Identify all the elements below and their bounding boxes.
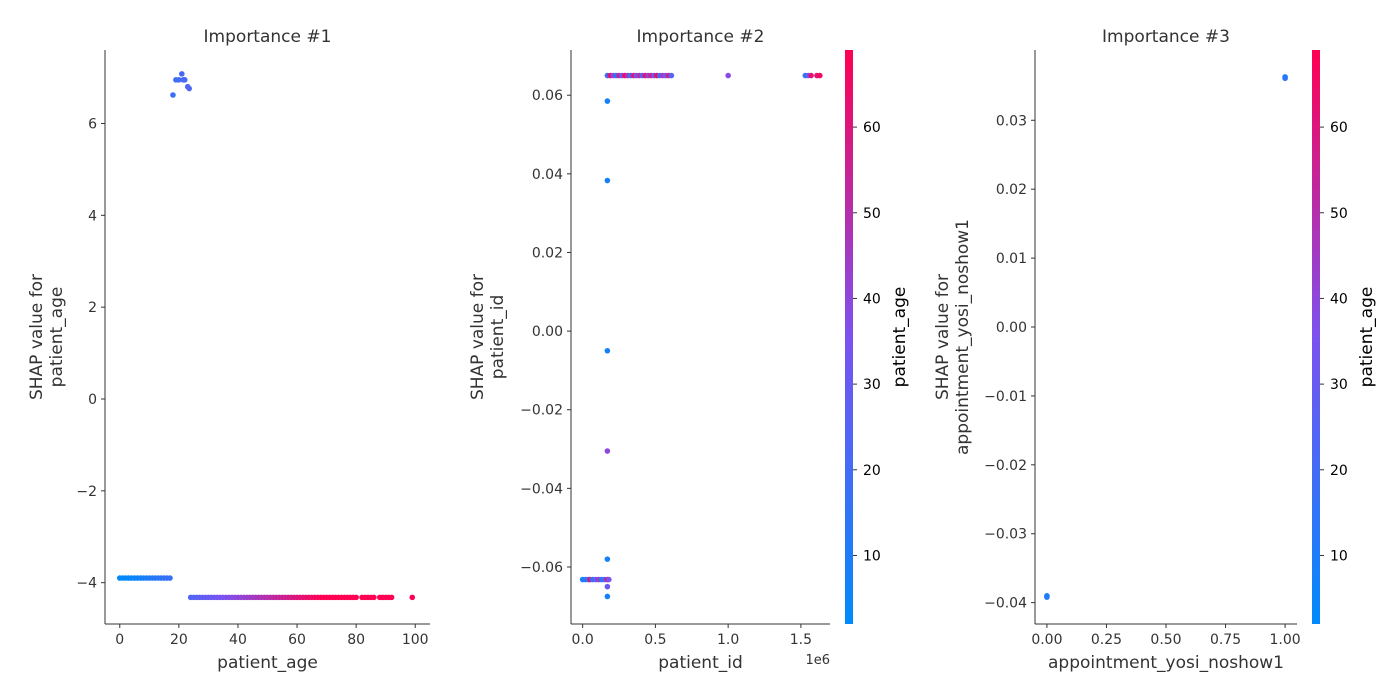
x-tick-label: 1.00 — [1270, 632, 1301, 648]
scatter-point — [604, 583, 611, 590]
x-axis-label: patient_id — [658, 653, 743, 673]
scatter-point — [604, 98, 611, 104]
scatter-point — [604, 556, 611, 562]
colorbar-label: patient_age — [890, 287, 910, 388]
x-tick-label: 0.0 — [572, 632, 594, 648]
chart-title: Importance #3 — [1102, 27, 1230, 47]
scatter-point — [606, 576, 612, 583]
y-tick-label: 0.04 — [532, 167, 563, 183]
y-tick-label: 0.02 — [532, 245, 563, 261]
x-tick-label: 100 — [402, 632, 429, 648]
scatter-point — [668, 72, 675, 79]
y-tick-label: 2 — [88, 300, 97, 316]
x-tick-label: 0.00 — [1031, 632, 1062, 648]
scatter-point — [409, 594, 416, 601]
x-tick-label: 20 — [170, 632, 188, 648]
scatter-point — [388, 594, 395, 601]
y-tick-label: 0.03 — [996, 113, 1027, 129]
colorbar — [1312, 50, 1320, 624]
x-tick-label: 1.5 — [790, 632, 812, 648]
y-tick-label: 4 — [88, 208, 97, 224]
x-tick-label: 0.50 — [1150, 632, 1181, 648]
x-tick-label: 40 — [229, 632, 247, 648]
y-tick-label: −2 — [76, 484, 97, 500]
y-tick-label: 0.06 — [532, 88, 563, 104]
y-tick-label: 0.00 — [996, 320, 1027, 336]
colorbar-tick-label: 30 — [863, 377, 881, 393]
scatter-point — [353, 594, 359, 601]
x-axis-label: appointment_yosi_noshow1 — [1048, 653, 1284, 673]
x-tick-label: 60 — [288, 632, 306, 648]
scatter-point — [176, 77, 182, 83]
scatter-point — [604, 177, 611, 184]
y-tick-label: −0.04 — [520, 481, 563, 497]
scatter-point — [167, 575, 173, 581]
colorbar-tick-label: 10 — [863, 548, 881, 564]
y-tick-label: 6 — [88, 116, 97, 132]
x-tick-label: 0 — [115, 632, 124, 648]
y-tick-label: −4 — [76, 576, 97, 592]
scatter-point — [1282, 75, 1288, 82]
colorbar-tick-label: 40 — [1330, 291, 1348, 307]
y-tick-label: −0.06 — [520, 560, 563, 576]
chart-title: Importance #1 — [204, 27, 332, 47]
colorbar-tick-label: 30 — [1330, 377, 1348, 393]
scatter-point — [1044, 594, 1050, 600]
y-tick-label: 0.02 — [996, 182, 1027, 198]
y-tick-label: −0.02 — [984, 458, 1027, 474]
y-axis-label: SHAP value forpatient_age — [27, 274, 67, 400]
colorbar-tick-label: 10 — [1330, 548, 1348, 564]
colorbar-tick-label: 20 — [863, 463, 881, 479]
y-axis-label: SHAP value forappointment_yosi_noshow1 — [933, 219, 973, 455]
y-tick-label: −0.02 — [520, 403, 563, 419]
x-tick-label: 80 — [347, 632, 365, 648]
y-tick-label: −0.03 — [984, 527, 1027, 543]
x-tick-label: 1.0 — [717, 632, 739, 648]
x-axis-label: patient_age — [217, 653, 318, 673]
colorbar-label: patient_age — [1357, 287, 1377, 388]
scatter-point — [725, 72, 731, 79]
colorbar-tick-label: 20 — [1330, 463, 1348, 479]
colorbar-tick-label: 40 — [863, 291, 881, 307]
scatter-point — [604, 593, 611, 600]
colorbar — [845, 50, 853, 624]
colorbar-tick-label: 60 — [1330, 120, 1348, 136]
scatter-point — [604, 347, 611, 354]
x-tick-label: 0.25 — [1091, 632, 1122, 648]
scatter-point — [604, 448, 611, 454]
x-offset-label: 1e6 — [805, 653, 830, 668]
colorbar-tick-label: 50 — [1330, 206, 1348, 222]
chart-panel-2: Importance #2 0.0 0.5 1.0 1.5 1e6 −0.06 −0.04 −0… — [468, 27, 910, 673]
x-tick-label: 0.5 — [644, 632, 666, 648]
y-tick-label: −0.01 — [984, 389, 1027, 405]
chart-panel-1: Importance #1 0 20 40 60 80 100 −4 −2 0 2 4 6 patient… — [27, 27, 430, 673]
scatter-point — [170, 92, 176, 98]
y-tick-label: −0.04 — [984, 596, 1027, 612]
scatter-point — [179, 71, 185, 77]
y-tick-label: 0.00 — [532, 324, 563, 340]
scatter-point — [181, 77, 188, 83]
y-tick-label: 0.01 — [996, 251, 1027, 267]
scatter-point — [371, 594, 377, 601]
chart-panel-3: Importance #3 0.00 0.25 0.50 0.75 1.00 −0.04 −0… — [933, 27, 1377, 673]
scatter-point — [808, 72, 814, 79]
colorbar-tick-label: 50 — [863, 206, 881, 222]
y-axis-label: SHAP value forpatient_id — [468, 274, 508, 400]
x-tick-label: 0.75 — [1210, 632, 1241, 648]
chart-title: Importance #2 — [637, 27, 765, 47]
scatter-point — [186, 85, 193, 92]
colorbar-tick-label: 60 — [863, 120, 881, 136]
scatter-point — [817, 72, 823, 79]
y-tick-label: 0 — [88, 392, 97, 408]
